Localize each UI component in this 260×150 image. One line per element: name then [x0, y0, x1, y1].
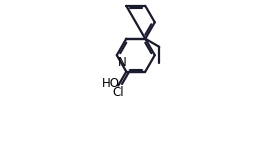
Text: HO: HO — [102, 77, 120, 90]
Text: Cl: Cl — [112, 86, 124, 99]
Text: N: N — [118, 56, 126, 69]
